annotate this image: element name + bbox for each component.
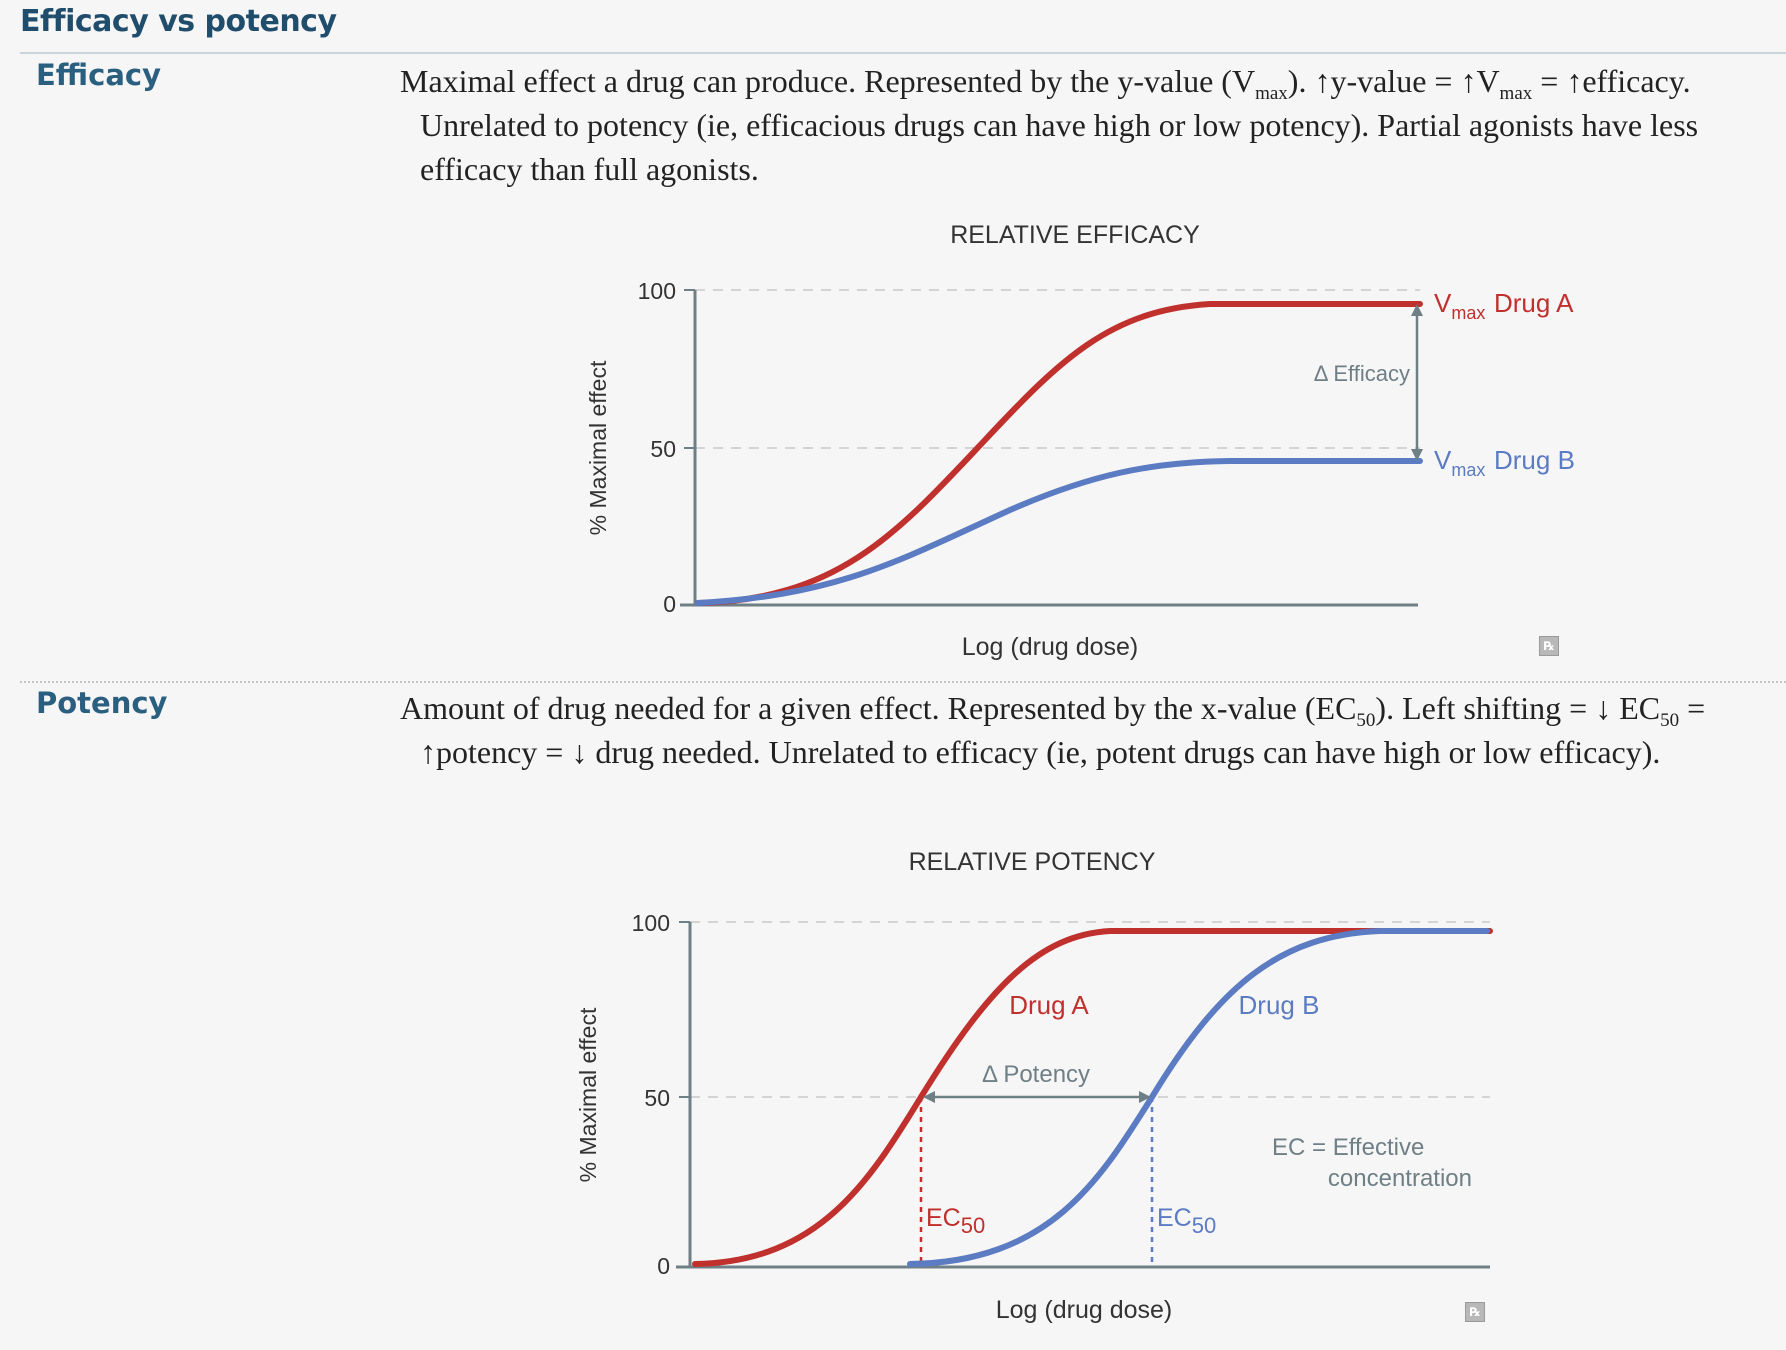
rx-icon: ℞ [1539,636,1559,656]
rx-icon: ℞ [1465,1302,1485,1322]
efficacy-chart-title: RELATIVE EFFICACY [950,221,1200,249]
efficacy-series-drug-b [695,458,1423,606]
efficacy-tick-0: 0 [663,591,676,617]
ec-definition-line-1: EC = Effective [1272,1134,1424,1161]
down-arrow-icon: ↓ [1595,690,1612,726]
term-efficacy: Efficacy [36,58,162,92]
potency-tick-50: 50 [644,1085,670,1111]
up-arrow-icon: ↑ [420,734,436,770]
potency-delta-label: Δ Potency [982,1061,1090,1088]
efficacy-tick-50: 50 [650,436,676,462]
ec50-drug-a-label: EC50 [926,1204,985,1238]
ec50-drug-b-label: EC50 [1157,1204,1216,1238]
potency-drug-b-label: Drug B [1239,990,1320,1020]
efficacy-y-axis-label: % Maximal effect [585,360,611,535]
efficacy-description: Maximal effect a drug can produce. Repre… [400,63,1699,187]
title-rule [20,52,1786,54]
potency-y-axis-label: % Maximal effect [575,1007,601,1182]
potency-chart-title: RELATIVE POTENCY [909,848,1156,876]
down-arrow-icon: ↓ [571,734,588,770]
up-arrow-icon: ↑ [1566,63,1583,99]
efficacy-delta-label: Δ Efficacy [1314,361,1410,386]
potency-x-axis-label: Log (drug dose) [996,1296,1173,1324]
potency-drug-a-label: Drug A [1009,990,1089,1020]
ec-definition-line-2: concentration [1328,1165,1472,1192]
potency-description: Amount of drug needed for a given effect… [400,690,1706,770]
up-arrow-icon: ↑ [1460,63,1477,99]
up-arrow-icon: ↑ [1314,63,1331,99]
vmax-drug-b-label: Vmax [1434,445,1485,480]
potency-series-drug-a [692,928,1493,1267]
term-potency: Potency [36,686,168,720]
efficacy-x-axis-label: Log (drug dose) [962,633,1139,661]
section-divider [20,681,1786,683]
vmax-drug-a-label: Vmax [1434,288,1485,323]
efficacy-tick-100: 100 [638,278,676,304]
efficacy-series-drug-a [695,301,1423,606]
potency-tick-100: 100 [632,910,670,936]
potency-tick-0: 0 [657,1253,670,1279]
efficacy-drug-a-label: Drug A [1494,288,1574,318]
page-title: Efficacy vs potency [20,4,337,39]
efficacy-drug-b-label: Drug B [1494,445,1575,475]
potency-series-drug-b [907,928,1490,1267]
